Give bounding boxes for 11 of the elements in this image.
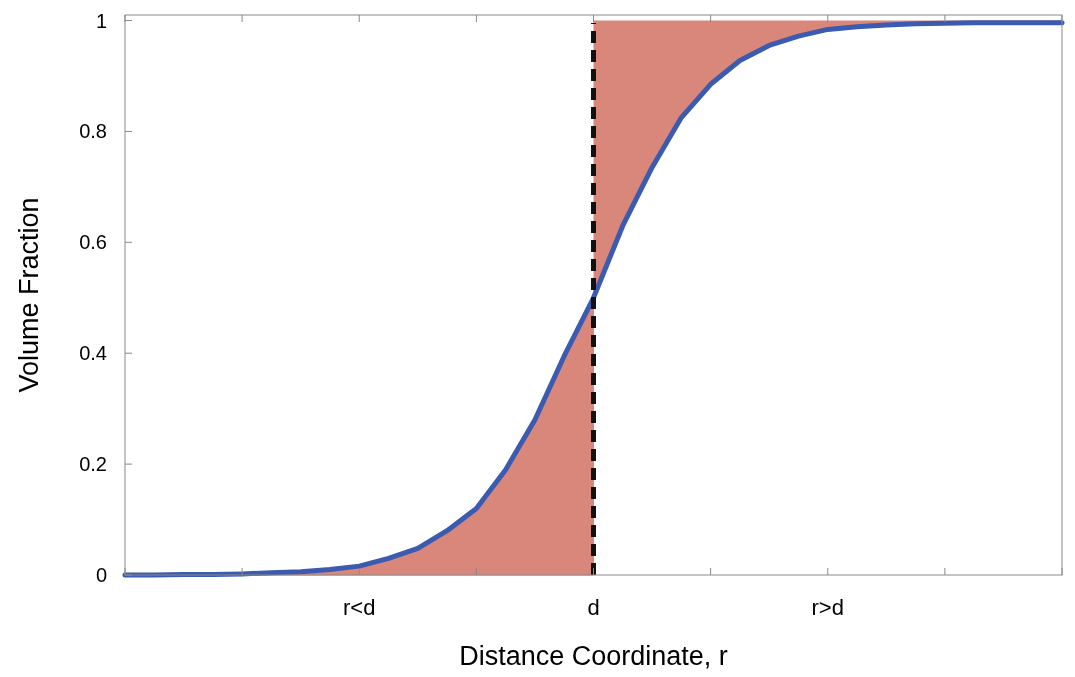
x-tick-label: r<d [343, 595, 376, 620]
y-tick-label: 1 [95, 9, 107, 32]
y-tick-label: 0.8 [79, 120, 107, 143]
y-tick-label: 0 [95, 564, 107, 586]
x-tick-label: d [587, 595, 600, 620]
y-tick-label: 0.6 [79, 231, 107, 254]
x-axis-title: Distance Coordinate, r [459, 641, 728, 671]
x-tick-label: r>d [811, 595, 844, 620]
y-tick-label: 0.4 [79, 342, 107, 365]
y-axis-title: Volume Fraction [14, 197, 44, 393]
y-tick-label: 0.2 [79, 453, 107, 476]
